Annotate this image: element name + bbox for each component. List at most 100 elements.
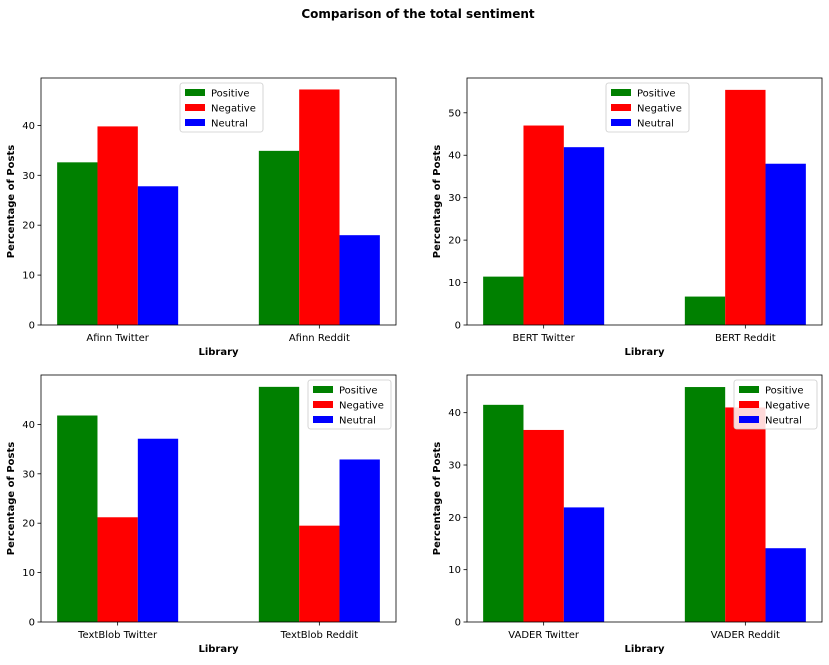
bar-negative-vader-reddit xyxy=(725,407,766,622)
chart-panel-3: 0 10 20 30 40 TextBlob Twitter TextBlob Reddit… xyxy=(6,374,397,655)
y-tick-label: 10 xyxy=(448,278,461,289)
bar-negative-vader-twitter xyxy=(523,429,564,622)
y-axis-label: Percentage of Posts xyxy=(6,145,17,258)
bar-neutral-afinn-reddit xyxy=(339,235,380,325)
y-tick-label: 30 xyxy=(22,171,35,182)
x-axis-label: Library xyxy=(198,347,239,358)
legend-swatch-neutral xyxy=(185,119,205,126)
legend-label-neutral: Neutral xyxy=(211,119,248,130)
axes-frame xyxy=(40,374,397,623)
legend-label-neutral: Neutral xyxy=(637,119,674,130)
y-tick-label: 40 xyxy=(448,408,461,419)
legend-swatch-positive xyxy=(313,386,333,393)
bar-negative-afinn-reddit xyxy=(299,89,340,325)
chart-panel-4: 0 10 20 30 40 VADER Twitter VADER Reddit Librar… xyxy=(432,374,823,655)
legend-swatch-neutral xyxy=(739,416,759,423)
y-tick-label: 20 xyxy=(448,513,461,524)
bar-negative-afinn-twitter xyxy=(97,126,138,326)
legend-swatch-negative xyxy=(739,401,759,408)
y-tick-label: 30 xyxy=(448,193,461,204)
x-tick-label: TextBlob Reddit xyxy=(280,630,359,641)
legend-swatch-negative xyxy=(313,401,333,408)
bar-neutral-bert-twitter xyxy=(563,147,605,325)
x-tick-label: Afinn Reddit xyxy=(289,333,350,344)
legend-swatch-positive xyxy=(185,89,205,96)
y-axis-label: Percentage of Posts xyxy=(6,442,17,555)
legend-label-negative: Negative xyxy=(339,401,384,412)
x-tick-label: TextBlob Twitter xyxy=(77,630,158,641)
bar-neutral-textblob-reddit xyxy=(339,459,380,622)
bar-positive-afinn-twitter xyxy=(57,162,98,325)
legend-swatch-negative xyxy=(185,104,205,111)
legend-label-negative: Negative xyxy=(637,104,682,115)
y-tick-label: 50 xyxy=(448,108,461,119)
y-tick-label: 30 xyxy=(22,469,35,480)
legend-swatch-positive xyxy=(611,89,631,96)
legend: Positive Negative Neutral xyxy=(307,379,392,430)
y-tick-label: 0 xyxy=(455,618,461,629)
bar-positive-bert-twitter xyxy=(483,276,524,325)
x-tick-label: VADER Reddit xyxy=(711,630,780,641)
axes-frame xyxy=(466,77,823,326)
y-axis-label: Percentage of Posts xyxy=(432,145,443,258)
bar-neutral-vader-reddit xyxy=(765,548,806,622)
x-tick-label: BERT Reddit xyxy=(715,333,776,344)
legend-swatch-neutral xyxy=(611,119,631,126)
legend-label-positive: Positive xyxy=(637,89,676,100)
legend-label-neutral: Neutral xyxy=(339,416,376,427)
x-tick-label: VADER Twitter xyxy=(508,630,580,641)
axes-frame xyxy=(40,77,397,326)
legend-label-neutral: Neutral xyxy=(765,416,802,427)
legend-label-positive: Positive xyxy=(339,386,378,397)
bar-negative-textblob-reddit xyxy=(299,525,340,622)
legend: Positive Negative Neutral xyxy=(733,379,818,430)
bar-neutral-vader-twitter xyxy=(563,507,605,622)
bar-negative-bert-reddit xyxy=(725,89,766,325)
legend: Positive Negative Neutral xyxy=(605,82,690,133)
y-tick-label: 0 xyxy=(29,321,35,332)
chart-panel-1: 0 10 20 30 40 Afinn Twitter Afinn Reddit Librar… xyxy=(6,77,397,358)
x-axis-label: Library xyxy=(624,347,665,358)
bar-neutral-textblob-twitter xyxy=(137,438,179,622)
y-tick-label: 30 xyxy=(448,461,461,472)
legend-label-negative: Negative xyxy=(765,401,810,412)
bar-positive-vader-twitter xyxy=(483,404,524,622)
y-tick-label: 0 xyxy=(29,618,35,629)
legend-label-positive: Positive xyxy=(211,89,250,100)
bar-neutral-bert-reddit xyxy=(765,163,806,325)
y-tick-label: 10 xyxy=(22,568,35,579)
axes-frame xyxy=(466,374,823,623)
y-tick-label: 20 xyxy=(448,236,461,247)
figure-title: Comparison of the total sentiment xyxy=(301,7,535,21)
y-tick-label: 20 xyxy=(22,221,35,232)
bar-positive-vader-reddit xyxy=(684,387,726,622)
legend-swatch-neutral xyxy=(313,416,333,423)
bar-negative-textblob-twitter xyxy=(97,517,138,622)
y-tick-label: 40 xyxy=(22,121,35,132)
bar-negative-bert-twitter xyxy=(523,125,564,325)
y-tick-label: 20 xyxy=(22,519,35,530)
y-tick-label: 40 xyxy=(448,151,461,162)
x-axis-label: Library xyxy=(624,644,665,655)
y-tick-label: 40 xyxy=(22,420,35,431)
y-axis-label: Percentage of Posts xyxy=(432,442,443,555)
x-tick-label: BERT Twitter xyxy=(513,333,576,344)
legend-label-positive: Positive xyxy=(765,386,804,397)
bar-positive-afinn-reddit xyxy=(258,150,300,325)
bar-positive-bert-reddit xyxy=(684,296,726,325)
legend-label-negative: Negative xyxy=(211,104,256,115)
x-tick-label: Afinn Twitter xyxy=(86,333,149,344)
bar-positive-textblob-twitter xyxy=(57,415,98,622)
bar-neutral-afinn-twitter xyxy=(137,186,179,325)
bar-positive-textblob-reddit xyxy=(258,386,300,622)
y-tick-label: 10 xyxy=(448,565,461,576)
y-tick-label: 0 xyxy=(455,321,461,332)
chart-panel-2: 0 10 20 30 40 50 BERT Twitter BERT Reddit Librar… xyxy=(432,77,823,358)
y-tick-label: 10 xyxy=(22,271,35,282)
x-axis-label: Library xyxy=(198,644,239,655)
legend-swatch-positive xyxy=(739,386,759,393)
legend-swatch-negative xyxy=(611,104,631,111)
legend: Positive Negative Neutral xyxy=(179,82,264,133)
